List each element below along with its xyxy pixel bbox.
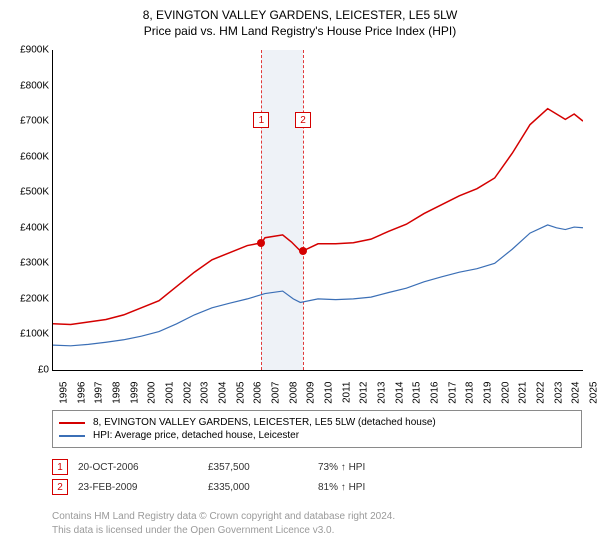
x-axis-label: 2007	[271, 382, 282, 404]
price-chart: £0£100K£200K£300K£400K£500K£600K£700K£80…	[52, 50, 583, 371]
y-axis-label: £700K	[20, 116, 53, 127]
series-line	[53, 109, 583, 325]
footer-line: This data is licensed under the Open Gov…	[52, 524, 582, 538]
chart-lines	[53, 50, 583, 370]
y-axis-label: £300K	[20, 258, 53, 269]
x-axis-label: 2017	[447, 382, 458, 404]
x-axis-label: 2006	[253, 382, 264, 404]
sales-list: 1 20-OCT-2006£357,50073% ↑ HPI 2 23-FEB-200…	[52, 455, 582, 499]
x-axis-label: 2018	[465, 382, 476, 404]
sale-vs-hpi: 73% ↑ HPI	[318, 462, 438, 473]
x-axis-label: 2022	[536, 382, 547, 404]
y-axis-label: £100K	[20, 329, 53, 340]
x-axis-label: 2000	[147, 382, 158, 404]
legend-item: HPI: Average price, detached house, Leic…	[59, 430, 575, 441]
page-subtitle: Price paid vs. HM Land Registry's House …	[0, 24, 600, 38]
x-axis-label: 2003	[200, 382, 211, 404]
sale-date: 20-OCT-2006	[78, 462, 208, 473]
sale-marker-point	[257, 239, 265, 247]
sale-marker-point	[299, 247, 307, 255]
x-axis-label: 2014	[394, 382, 405, 404]
chart-page: 8, EVINGTON VALLEY GARDENS, LEICESTER, L…	[0, 0, 600, 560]
x-axis-label: 2023	[553, 382, 564, 404]
sale-marker-label: 1	[253, 112, 269, 128]
x-axis-label: 2008	[288, 382, 299, 404]
y-axis-label: £800K	[20, 80, 53, 91]
x-axis-label: 2020	[500, 382, 511, 404]
y-axis-label: £900K	[20, 45, 53, 56]
x-axis-label: 2016	[430, 382, 441, 404]
footer-line: Contains HM Land Registry data © Crown c…	[52, 510, 582, 524]
legend-swatch	[59, 422, 85, 424]
x-axis-label: 2005	[235, 382, 246, 404]
x-axis-label: 2015	[412, 382, 423, 404]
x-axis-label: 2025	[589, 382, 600, 404]
y-axis-label: £0	[38, 365, 53, 376]
legend-swatch	[59, 435, 85, 437]
sale-vs-hpi: 81% ↑ HPI	[318, 482, 438, 493]
legend-item: 8, EVINGTON VALLEY GARDENS, LEICESTER, L…	[59, 417, 575, 428]
legend-box: 8, EVINGTON VALLEY GARDENS, LEICESTER, L…	[52, 410, 582, 448]
x-axis-label: 1995	[59, 382, 70, 404]
y-axis-label: £600K	[20, 151, 53, 162]
x-axis-label: 2004	[218, 382, 229, 404]
x-axis-label: 2011	[341, 382, 352, 404]
sale-row: 2 23-FEB-2009£335,00081% ↑ HPI	[52, 479, 582, 495]
x-axis-label: 2009	[306, 382, 317, 404]
x-axis-label: 1996	[76, 382, 87, 404]
sale-row: 1 20-OCT-2006£357,50073% ↑ HPI	[52, 459, 582, 475]
y-axis-label: £500K	[20, 187, 53, 198]
x-axis-label: 1998	[112, 382, 123, 404]
x-axis-label: 2010	[324, 382, 335, 404]
x-axis-label: 2013	[377, 382, 388, 404]
page-title: 8, EVINGTON VALLEY GARDENS, LEICESTER, L…	[0, 0, 600, 22]
x-axis-label: 2002	[182, 382, 193, 404]
legend-label: HPI: Average price, detached house, Leic…	[93, 430, 299, 441]
sale-index-box: 1	[52, 459, 68, 475]
x-axis-label: 1997	[94, 382, 105, 404]
sale-date: 23-FEB-2009	[78, 482, 208, 493]
legend-label: 8, EVINGTON VALLEY GARDENS, LEICESTER, L…	[93, 417, 436, 428]
y-axis-label: £400K	[20, 222, 53, 233]
x-axis-label: 2019	[483, 382, 494, 404]
x-axis-label: 2024	[571, 382, 582, 404]
sale-price: £357,500	[208, 462, 318, 473]
sale-marker-label: 2	[295, 112, 311, 128]
x-axis-label: 1999	[129, 382, 140, 404]
sale-index-box: 2	[52, 479, 68, 495]
x-axis-label: 2012	[359, 382, 370, 404]
footer-credits: Contains HM Land Registry data © Crown c…	[52, 510, 582, 537]
y-axis-label: £200K	[20, 293, 53, 304]
x-axis-label: 2021	[518, 382, 529, 404]
x-axis-label: 2001	[165, 382, 176, 404]
sale-price: £335,000	[208, 482, 318, 493]
